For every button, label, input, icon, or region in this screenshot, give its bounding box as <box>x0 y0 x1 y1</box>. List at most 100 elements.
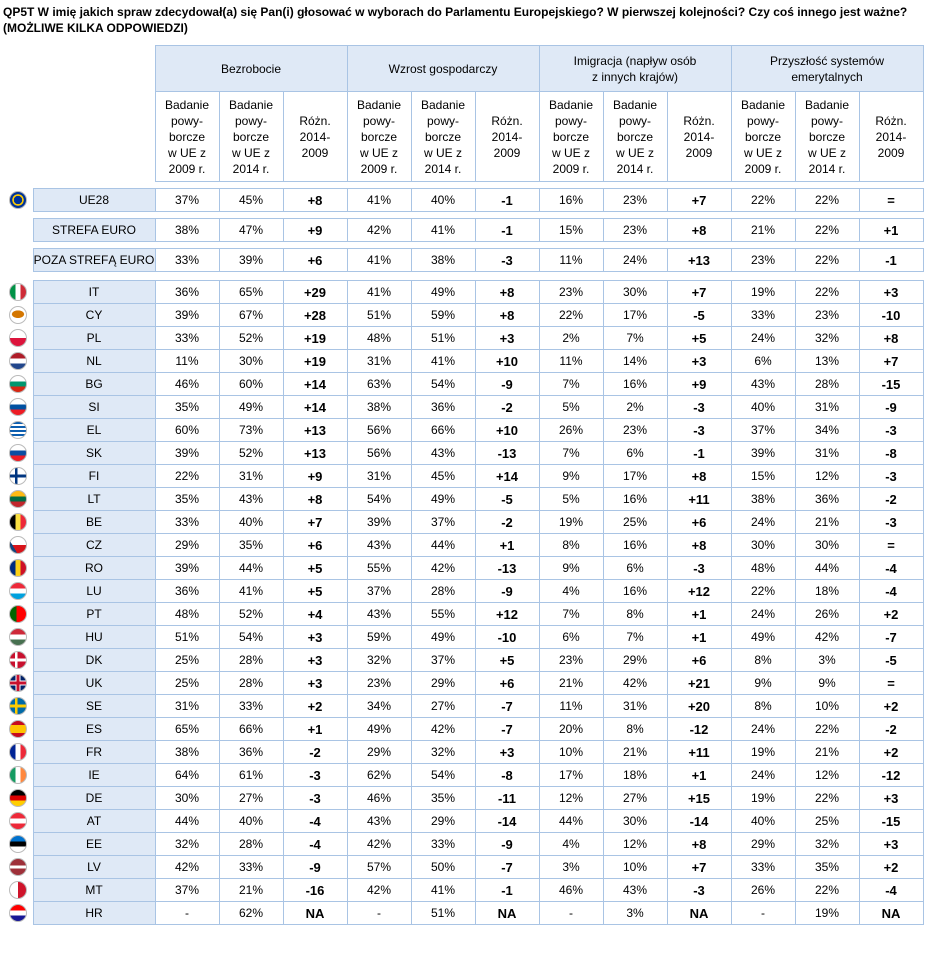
row-label: HU <box>32 625 156 649</box>
cell: 10% <box>794 694 860 718</box>
flag-cell <box>3 488 33 511</box>
cell: 23% <box>602 218 668 242</box>
data-row: HU 51% 54% +3 59% 49% -10 6% 7% +1 49% 42% -7 <box>3 625 924 649</box>
cell: 8% <box>602 602 668 626</box>
cell: +7 <box>282 510 348 534</box>
cell: 67% <box>218 303 284 327</box>
cell: 34% <box>346 694 412 718</box>
cell: -9 <box>282 855 348 879</box>
cell: -3 <box>666 395 732 419</box>
spacer-cell <box>3 242 923 249</box>
cell: +5 <box>474 648 540 672</box>
data-row: FI 22% 31% +9 31% 45% +14 9% 17% +8 15% 12% -3 <box>3 464 924 488</box>
cell: +8 <box>474 303 540 327</box>
flag-cell <box>3 557 33 580</box>
cell: 47% <box>218 218 284 242</box>
cell: 6% <box>730 349 796 373</box>
cell: 41% <box>346 280 412 304</box>
row-label: FI <box>32 464 156 488</box>
flag-cell <box>3 304 33 327</box>
cell: 44% <box>154 809 220 833</box>
cell: NA <box>474 901 540 925</box>
cell: -3 <box>858 464 924 488</box>
cell: 19% <box>730 786 796 810</box>
cell: 51% <box>346 303 412 327</box>
cell: -9 <box>474 372 540 396</box>
cell: 66% <box>410 418 476 442</box>
cell: -1 <box>474 188 540 212</box>
data-row: FR 38% 36% -2 29% 32% +3 10% 21% +11 19% 21% +2 <box>3 740 924 764</box>
cell: 42% <box>410 556 476 580</box>
cell: -14 <box>474 809 540 833</box>
cell: 56% <box>346 418 412 442</box>
cell: 39% <box>346 510 412 534</box>
flag-cell <box>3 534 33 557</box>
cell: 43% <box>218 487 284 511</box>
cell: +6 <box>666 510 732 534</box>
cell: +6 <box>282 533 348 557</box>
cell: 44% <box>218 556 284 580</box>
flag <box>8 789 27 807</box>
cell: 54% <box>218 625 284 649</box>
cell: 38% <box>410 248 476 272</box>
flag-cell <box>3 810 33 833</box>
flag-cell <box>3 741 33 764</box>
cell: 35% <box>154 395 220 419</box>
row-label: RO <box>32 556 156 580</box>
flag <box>8 720 27 738</box>
flag-cell <box>3 396 33 419</box>
row-label: LU <box>32 579 156 603</box>
flag-cell <box>3 373 33 396</box>
cell: 60% <box>218 372 284 396</box>
cell: 39% <box>154 441 220 465</box>
cell: -2 <box>282 740 348 764</box>
cell: 7% <box>538 441 604 465</box>
cell: 57% <box>346 855 412 879</box>
cell: +13 <box>666 248 732 272</box>
cell: 42% <box>346 218 412 242</box>
flag-cell <box>3 580 33 603</box>
cell: 40% <box>218 510 284 534</box>
cell: 21% <box>218 878 284 902</box>
cell: 12% <box>538 786 604 810</box>
cell: 19% <box>730 280 796 304</box>
cell: 33% <box>154 248 220 272</box>
cell: 37% <box>346 579 412 603</box>
cell: -3 <box>666 418 732 442</box>
row-label: DK <box>32 648 156 672</box>
row-label: NL <box>32 349 156 373</box>
cell: = <box>858 533 924 557</box>
sub-header: Różn. 2014- 2009 <box>282 91 348 182</box>
cell: 30% <box>602 280 668 304</box>
row-label: SI <box>32 395 156 419</box>
cell: 39% <box>154 303 220 327</box>
cell: 34% <box>794 418 860 442</box>
cell: 33% <box>218 694 284 718</box>
cell: 29% <box>410 809 476 833</box>
cell: +1 <box>858 218 924 242</box>
cell: 33% <box>154 510 220 534</box>
row-label: LV <box>32 855 156 879</box>
cell: 31% <box>154 694 220 718</box>
flag <box>8 628 27 646</box>
row-label: PT <box>32 602 156 626</box>
spacer-cell <box>3 182 923 189</box>
cell: 49% <box>410 280 476 304</box>
cell: 23% <box>794 303 860 327</box>
cell: 40% <box>730 809 796 833</box>
cell: 22% <box>538 303 604 327</box>
cell: -2 <box>858 717 924 741</box>
cell: 22% <box>154 464 220 488</box>
cell: 21% <box>538 671 604 695</box>
cell: 62% <box>346 763 412 787</box>
cell: 21% <box>794 740 860 764</box>
cell: 22% <box>794 248 860 272</box>
cell: 24% <box>730 717 796 741</box>
cell: +12 <box>666 579 732 603</box>
cell: 27% <box>410 694 476 718</box>
cell: 46% <box>346 786 412 810</box>
cell: = <box>858 188 924 212</box>
cell: 54% <box>346 487 412 511</box>
title: QP5T W imię jakich spraw zdecydował(a) s… <box>3 5 908 19</box>
cell: 21% <box>602 740 668 764</box>
